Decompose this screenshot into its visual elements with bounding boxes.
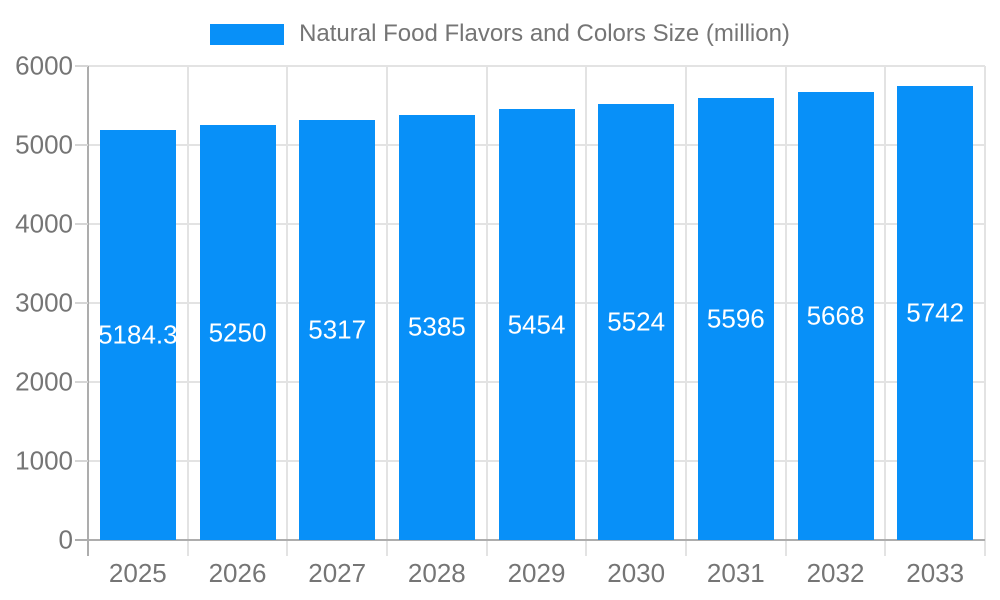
legend-label: Natural Food Flavors and Colors Size (mi… [299,20,790,47]
y-tick-label: 1000 [15,445,73,476]
y-tick-label: 2000 [15,366,73,397]
bar[interactable] [99,130,176,540]
x-tick-label: 2027 [308,558,367,588]
x-tick-label: 2033 [906,558,965,588]
bar[interactable] [697,97,774,540]
y-tick-label: 0 [58,524,73,555]
chart-legend[interactable]: Natural Food Flavors and Colors Size (mi… [0,20,1000,48]
y-axis-tick [75,302,88,304]
grid-line-vertical [386,66,388,556]
grid-line-vertical [884,66,887,556]
bar-value-label: 5317 [308,314,367,345]
y-axis-tick [75,65,88,67]
grid-line-vertical [685,66,687,556]
grid-line-vertical [286,66,289,556]
y-axis-tick [75,144,88,146]
legend-swatch [210,23,285,45]
x-tick-label: 2032 [806,558,865,588]
x-tick-label: 2026 [208,558,267,588]
grid-line-horizontal [88,65,985,67]
bar-value-label: 5250 [208,317,267,348]
y-tick-label: 5000 [15,129,73,160]
bar-value-label: 5454 [507,309,566,340]
x-axis-line [75,539,985,541]
grid-line-vertical [984,66,986,556]
bar[interactable] [299,119,376,540]
bar[interactable] [897,86,974,540]
x-tick-label: 2028 [407,558,466,588]
x-tick-label: 2029 [507,558,566,588]
bar-value-label: 5184.3 [98,319,178,350]
bar[interactable] [199,125,276,540]
bar[interactable] [498,109,575,540]
grid-line-vertical [784,66,787,556]
bar[interactable] [398,114,475,540]
bar-value-label: 5596 [706,303,765,334]
bar-value-label: 5742 [906,297,965,328]
bar-value-label: 5385 [407,311,466,342]
y-tick-label: 3000 [15,287,73,318]
x-tick-label: 2025 [108,558,167,588]
grid-line-vertical [186,66,189,556]
y-axis-tick [75,223,88,225]
y-axis-line [87,66,89,556]
y-axis-tick [75,381,88,383]
bar-value-label: 5668 [806,300,865,331]
y-tick-label: 6000 [15,50,73,81]
grid-line-vertical [585,66,588,556]
bar-value-label: 5524 [607,306,666,337]
grid-line-vertical [485,66,488,556]
y-axis-tick [75,460,88,462]
x-tick-label: 2031 [706,558,765,588]
bar[interactable] [598,103,675,540]
x-tick-label: 2030 [607,558,666,588]
y-tick-label: 4000 [15,208,73,239]
bar[interactable] [797,92,874,540]
